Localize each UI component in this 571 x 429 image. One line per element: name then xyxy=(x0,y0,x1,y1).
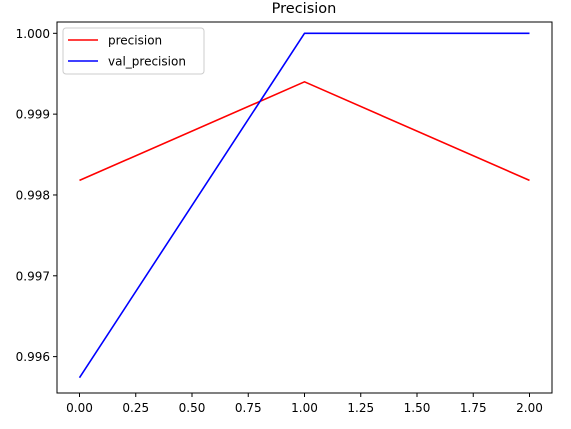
chart-title: Precision xyxy=(272,1,337,17)
series-layer xyxy=(78,32,530,379)
series-line-precision xyxy=(79,81,530,182)
x-tick-label: 2.00 xyxy=(516,401,543,415)
y-axis: 0.996 0.997 0.998 0.999 1.000 xyxy=(16,27,57,364)
y-tick-label: 0.998 xyxy=(16,188,50,202)
legend: precision val_precision xyxy=(62,27,205,75)
x-tick-label: 1.50 xyxy=(404,401,431,415)
series-line-val-precision xyxy=(78,32,530,379)
y-tick-label: 0.996 xyxy=(16,350,50,364)
x-tick-label: 0.00 xyxy=(66,401,93,415)
plot-frame xyxy=(56,21,553,394)
y-tick-label: 0.999 xyxy=(16,108,50,122)
x-tick-label: 0.50 xyxy=(179,401,206,415)
x-tick-label: 1.25 xyxy=(347,401,374,415)
x-tick-label: 0.75 xyxy=(235,401,262,415)
y-tick-label: 0.997 xyxy=(16,269,50,283)
legend-entries: precision val_precision xyxy=(68,34,186,69)
x-tick-label: 0.25 xyxy=(122,401,149,415)
x-axis: 0.00 0.25 0.50 0.75 1.00 1.25 1.50 1.75 2.00 xyxy=(66,393,543,415)
x-tick-label: 1.00 xyxy=(291,401,318,415)
legend-label-precision: precision xyxy=(108,34,162,48)
x-tick-label: 1.75 xyxy=(460,401,487,415)
legend-label-val-precision: val_precision xyxy=(108,55,186,69)
y-tick-label: 1.000 xyxy=(16,27,50,41)
legend-box xyxy=(62,27,205,75)
